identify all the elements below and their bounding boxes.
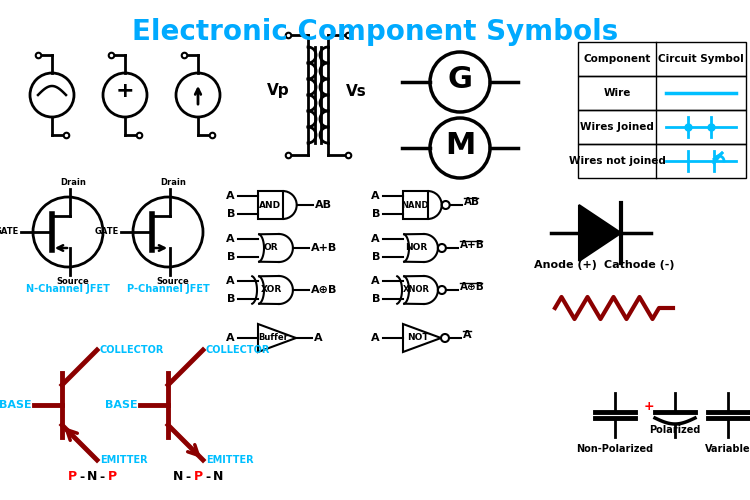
Text: -: - [185, 470, 190, 484]
Text: NOT: NOT [407, 334, 429, 342]
Text: B: B [226, 294, 235, 304]
Text: AND: AND [259, 200, 281, 209]
Text: N: N [213, 470, 223, 484]
Text: Component: Component [584, 54, 651, 64]
Text: Variable: Variable [705, 444, 750, 454]
Text: Anode (+): Anode (+) [533, 260, 596, 270]
Text: Wires Joined: Wires Joined [580, 122, 654, 132]
Text: +: + [116, 81, 134, 101]
Text: N-Channel JFET: N-Channel JFET [26, 284, 110, 294]
Text: A: A [463, 330, 472, 340]
Text: A: A [314, 333, 322, 343]
Text: A: A [226, 276, 235, 286]
Text: G: G [448, 66, 472, 94]
Text: +: + [644, 400, 654, 412]
Text: Circuit Symbol: Circuit Symbol [658, 54, 744, 64]
Text: NAND: NAND [401, 200, 429, 209]
Text: A: A [371, 191, 380, 201]
Text: Electronic Component Symbols: Electronic Component Symbols [132, 18, 618, 46]
Text: A+B: A+B [311, 243, 338, 253]
Text: Vp: Vp [267, 84, 290, 98]
Text: M: M [445, 132, 476, 160]
Text: XOR: XOR [261, 286, 282, 294]
Polygon shape [579, 205, 621, 261]
Text: COLLECTOR: COLLECTOR [100, 345, 164, 355]
Text: A: A [371, 333, 380, 343]
Text: B: B [372, 209, 380, 219]
Text: OR: OR [264, 244, 278, 252]
Text: Drain: Drain [60, 178, 86, 187]
Text: A: A [371, 234, 380, 244]
Text: Polarized: Polarized [650, 425, 700, 435]
Text: P: P [194, 470, 202, 484]
Text: AB: AB [464, 197, 480, 207]
Text: AB: AB [315, 200, 332, 210]
Text: Drain: Drain [160, 178, 186, 187]
Text: -: - [80, 470, 85, 484]
Text: BASE: BASE [0, 400, 32, 410]
Text: A⊕B: A⊕B [460, 282, 484, 292]
Text: N: N [172, 470, 183, 484]
Text: COLLECTOR: COLLECTOR [206, 345, 270, 355]
Text: B: B [372, 252, 380, 262]
Text: A: A [371, 276, 380, 286]
Text: Source: Source [57, 277, 89, 286]
Text: P: P [107, 470, 116, 484]
Text: -: - [206, 470, 211, 484]
Text: A: A [226, 333, 235, 343]
Text: Wires not joined: Wires not joined [568, 156, 665, 166]
Text: B: B [226, 252, 235, 262]
Text: A: A [226, 234, 235, 244]
Text: EMITTER: EMITTER [206, 455, 254, 465]
Text: GATE: GATE [94, 228, 119, 236]
Text: EMITTER: EMITTER [100, 455, 148, 465]
Text: A+B: A+B [460, 240, 484, 250]
Text: Vs: Vs [346, 84, 367, 98]
Text: BASE: BASE [105, 400, 138, 410]
Text: Cathode (-): Cathode (-) [604, 260, 674, 270]
Text: P-Channel JFET: P-Channel JFET [127, 284, 209, 294]
Text: N: N [87, 470, 98, 484]
Text: Non-Polarized: Non-Polarized [577, 444, 653, 454]
Text: Buffer: Buffer [258, 334, 288, 342]
Text: A: A [226, 191, 235, 201]
Text: P: P [68, 470, 76, 484]
Text: GATE: GATE [0, 228, 19, 236]
Text: Source: Source [157, 277, 189, 286]
Text: A⊕B: A⊕B [311, 285, 338, 295]
Text: B: B [226, 209, 235, 219]
Text: NOR: NOR [405, 244, 427, 252]
Text: Wire: Wire [603, 88, 631, 98]
Text: -: - [100, 470, 104, 484]
Text: XNOR: XNOR [403, 286, 430, 294]
Text: B: B [372, 294, 380, 304]
